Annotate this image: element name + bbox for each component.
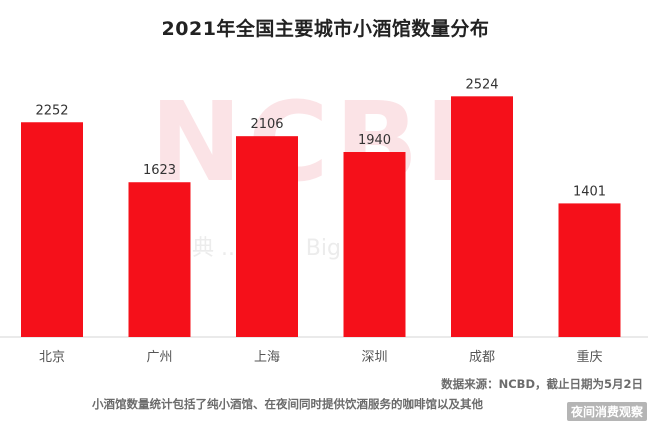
data-label-北京: 2252 (35, 103, 68, 118)
bar-重庆 (558, 203, 621, 337)
data-label-深圳: 1940 (358, 133, 391, 148)
bar-成都 (451, 96, 513, 337)
credit-watermark: 夜间消费观察 (566, 402, 647, 421)
x-tick-label-深圳: 深圳 (361, 350, 387, 365)
data-label-重庆: 1401 (573, 184, 606, 199)
x-tick-label-广州: 广州 (146, 350, 172, 365)
bar-广州 (128, 182, 191, 337)
data-label-广州: 1623 (143, 163, 176, 178)
definition-note: 小酒馆数量统计包括了纯小酒馆、在夜间同时提供饮酒服务的咖啡馆以及其他 (92, 397, 483, 411)
data-label-上海: 2106 (250, 117, 283, 132)
x-tick-label-上海: 上海 (254, 350, 280, 365)
x-tick-label-重庆: 重庆 (576, 349, 602, 365)
bar-北京 (21, 122, 83, 338)
data-label-成都: 2524 (465, 77, 498, 92)
chart-title: 2021年全国主要城市小酒馆数量分布 (161, 18, 490, 40)
x-tick-label-北京: 北京 (39, 350, 65, 365)
data-source-note: 数据来源：NCBD，截止日期为5月2日 (441, 377, 643, 391)
bar-深圳 (343, 152, 406, 337)
x-tick-label-成都: 成都 (469, 350, 495, 365)
bar-上海 (236, 136, 298, 337)
